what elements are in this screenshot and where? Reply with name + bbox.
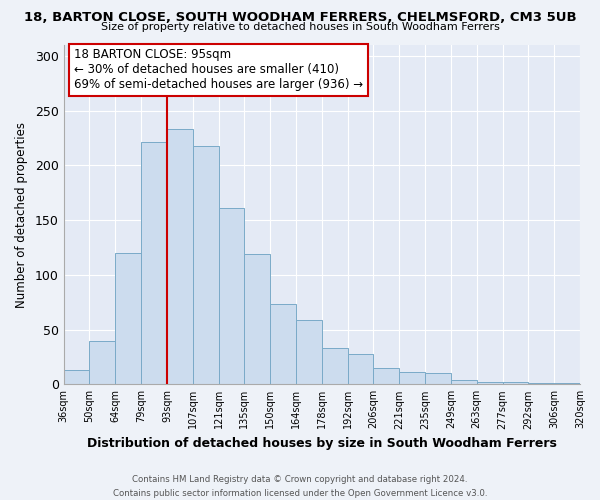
Bar bbox=[503, 382, 529, 384]
Bar bbox=[529, 383, 554, 384]
Text: Size of property relative to detached houses in South Woodham Ferrers: Size of property relative to detached ho… bbox=[101, 22, 499, 32]
Bar bbox=[296, 320, 322, 384]
Bar bbox=[244, 254, 270, 384]
Bar bbox=[347, 354, 373, 384]
Bar bbox=[218, 208, 244, 384]
Bar bbox=[64, 370, 89, 384]
Bar bbox=[193, 146, 218, 384]
Text: 18 BARTON CLOSE: 95sqm
← 30% of detached houses are smaller (410)
69% of semi-de: 18 BARTON CLOSE: 95sqm ← 30% of detached… bbox=[74, 48, 363, 92]
Bar bbox=[554, 383, 580, 384]
Y-axis label: Number of detached properties: Number of detached properties bbox=[15, 122, 28, 308]
Bar bbox=[425, 374, 451, 384]
Bar bbox=[89, 340, 115, 384]
Bar bbox=[115, 253, 141, 384]
Bar bbox=[167, 130, 193, 384]
X-axis label: Distribution of detached houses by size in South Woodham Ferrers: Distribution of detached houses by size … bbox=[87, 437, 557, 450]
Bar bbox=[451, 380, 477, 384]
Text: 18, BARTON CLOSE, SOUTH WOODHAM FERRERS, CHELMSFORD, CM3 5UB: 18, BARTON CLOSE, SOUTH WOODHAM FERRERS,… bbox=[23, 11, 577, 24]
Bar bbox=[477, 382, 503, 384]
Bar bbox=[141, 142, 167, 384]
Bar bbox=[322, 348, 347, 385]
Bar bbox=[373, 368, 399, 384]
Text: Contains HM Land Registry data © Crown copyright and database right 2024.
Contai: Contains HM Land Registry data © Crown c… bbox=[113, 476, 487, 498]
Bar bbox=[399, 372, 425, 384]
Bar bbox=[270, 304, 296, 384]
